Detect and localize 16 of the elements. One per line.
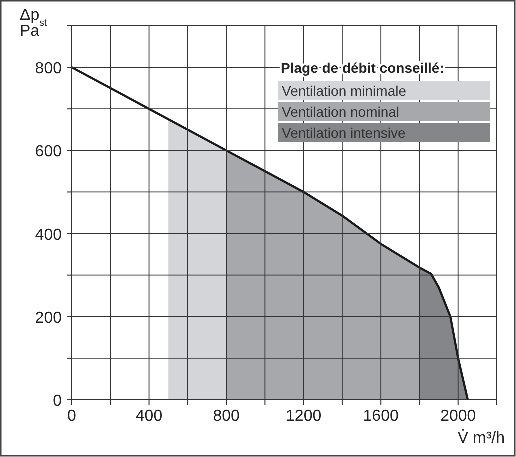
x-axis-title: V̇ m³/h xyxy=(458,428,505,447)
y-tick-label: 800 xyxy=(35,60,62,78)
y-tick-label: 200 xyxy=(35,310,62,327)
x-tick-label: 1600 xyxy=(363,408,399,425)
x-tick-label: 1200 xyxy=(286,408,322,425)
y-tick-label: 400 xyxy=(35,226,62,244)
y-axis-title: Δp$_{st}$ Pa xyxy=(20,7,48,40)
text: Ventilation minimale xyxy=(282,83,407,99)
x-tick-label: 2000 xyxy=(440,408,476,425)
x-tick-label: 0 xyxy=(68,408,77,425)
x-tick-label: 400 xyxy=(136,408,163,425)
x-tick-label: 800 xyxy=(213,408,240,425)
text: Ventilation intensive xyxy=(282,125,406,141)
y-tick-label: 0 xyxy=(53,393,62,410)
y-tick-label: 600 xyxy=(35,144,62,161)
text: Ventilation nominal xyxy=(282,104,400,120)
